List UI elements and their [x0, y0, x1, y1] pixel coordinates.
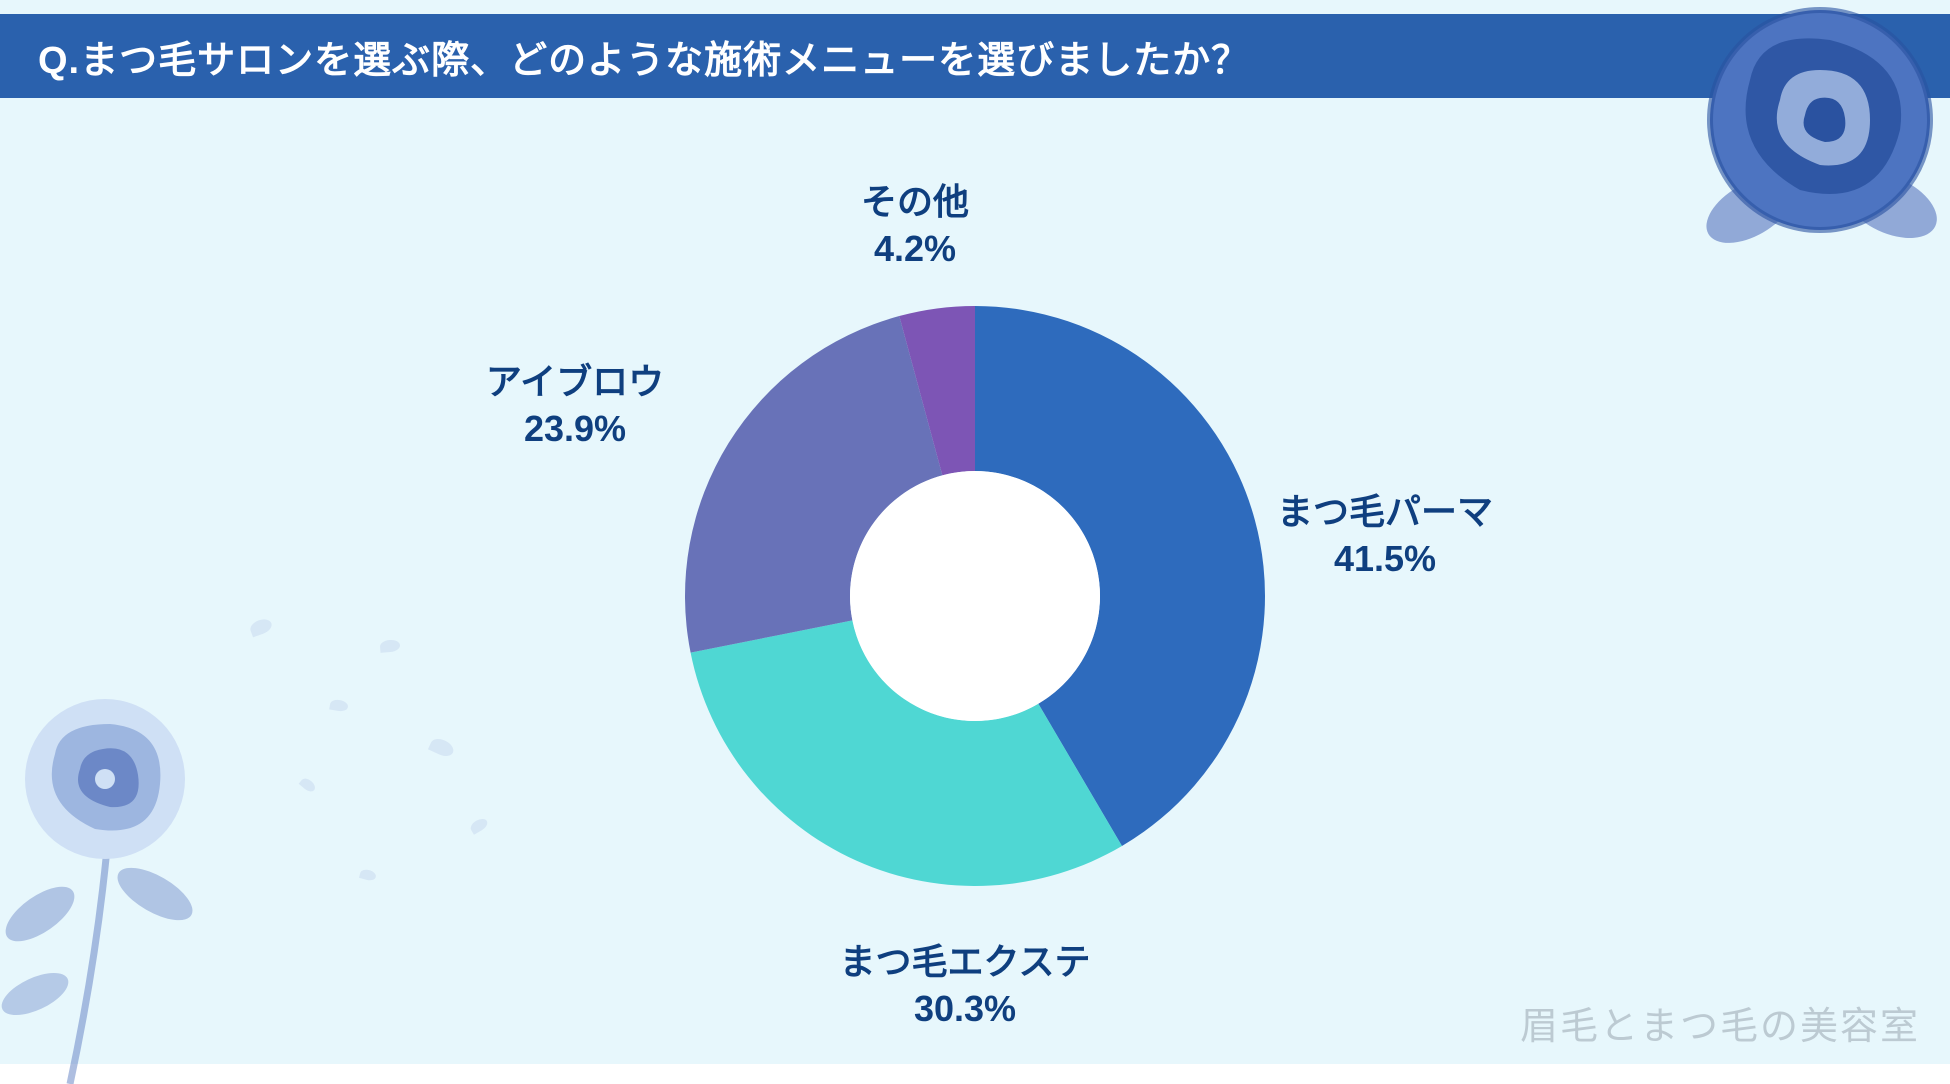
- slice-pct: 23.9%: [486, 406, 664, 453]
- slice-name: まつ毛エクステ: [840, 939, 1091, 986]
- rose-decor-bottom-left: [0, 684, 280, 1084]
- slice-name: その他: [861, 179, 969, 226]
- donut-svg: [665, 286, 1285, 906]
- petal-decor: [299, 776, 318, 794]
- petal-decor: [359, 868, 377, 882]
- question-title: Q.まつ毛サロンを選ぶ際、どのような施術メニューを選びましたか？: [38, 29, 1250, 84]
- petal-decor: [380, 639, 401, 653]
- donut-chart: まつ毛パーマ41.5%まつ毛エクステ30.3%アイブロウ23.9%その他4.2%: [665, 286, 1285, 906]
- slice-pct: 41.5%: [1277, 536, 1493, 583]
- infographic-canvas: Q.まつ毛サロンを選ぶ際、どのような施術メニューを選びましたか？ まつ毛パーマ4…: [0, 0, 1950, 1064]
- slice-name: まつ毛パーマ: [1277, 489, 1493, 536]
- slice-pct: 30.3%: [840, 986, 1091, 1033]
- donut-hole: [850, 471, 1100, 721]
- question-header-bar: Q.まつ毛サロンを選ぶ際、どのような施術メニューを選びましたか？: [0, 14, 1950, 98]
- petal-decor: [248, 617, 273, 638]
- slice-label: その他4.2%: [861, 179, 969, 273]
- watermark-text: 眉毛とまつ毛の美容室: [1520, 995, 1920, 1050]
- slice-pct: 4.2%: [861, 226, 969, 273]
- petal-decor: [428, 736, 456, 760]
- slice-label: まつ毛パーマ41.5%: [1277, 489, 1493, 583]
- slice-name: アイブロウ: [486, 359, 664, 406]
- petal-decor: [468, 816, 489, 835]
- slice-label: まつ毛エクステ30.3%: [840, 939, 1091, 1033]
- petal-decor: [329, 699, 349, 713]
- slice-label: アイブロウ23.9%: [486, 359, 664, 453]
